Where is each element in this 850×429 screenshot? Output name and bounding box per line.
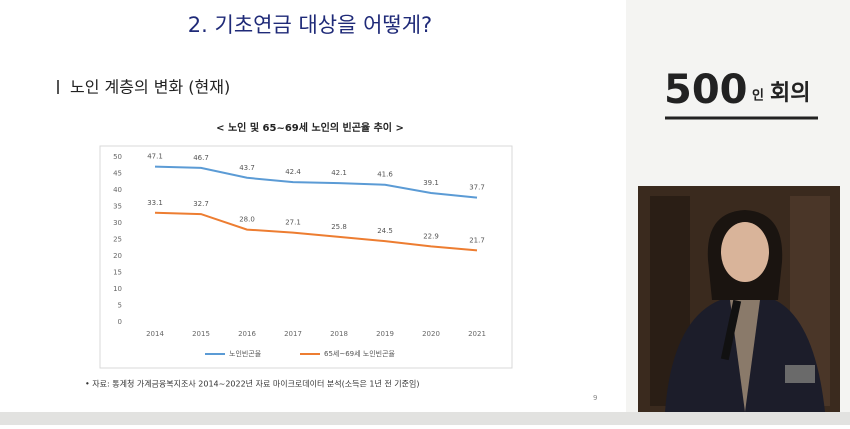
source-note: • 자료: 통계청 가계금융복지조사 2014~2022년 자료 마이크로데이터… [85, 379, 419, 389]
y-tick-label: 20 [113, 252, 122, 260]
y-tick-label: 35 [113, 203, 122, 211]
chart-frame [99, 145, 513, 369]
data-label: 47.1 [147, 153, 163, 161]
bottom-strip [0, 412, 850, 425]
x-tick-label: 2021 [468, 330, 486, 338]
data-label: 39.1 [423, 179, 439, 187]
y-tick-label: 25 [113, 236, 122, 244]
data-label: 21.7 [469, 236, 485, 244]
x-tick-label: 2020 [422, 330, 440, 338]
y-tick-label: 0 [118, 318, 122, 326]
data-label: 32.7 [193, 200, 209, 208]
data-label: 28.0 [239, 216, 255, 224]
legend-label: 65세~69세 노인빈곤율 [324, 349, 396, 358]
slide-title: 2. 기초연금 대상을 어떻게? [188, 13, 432, 37]
data-label: 46.7 [193, 154, 209, 162]
y-tick-label: 5 [118, 302, 122, 310]
y-tick-label: 45 [113, 170, 122, 178]
y-tick-label: 15 [113, 269, 122, 277]
data-label: 33.1 [147, 199, 163, 207]
data-label: 25.8 [331, 223, 347, 231]
data-label: 42.1 [331, 169, 347, 177]
data-label: 22.9 [423, 232, 439, 240]
data-label: 24.5 [377, 227, 393, 235]
data-label: 27.1 [285, 219, 301, 227]
logo-small: 인 [752, 88, 764, 104]
y-tick-label: 40 [113, 186, 122, 194]
photo-phone [785, 365, 815, 383]
legend-label: 노인빈곤율 [229, 349, 262, 358]
logo: 500 인 회의 [664, 67, 818, 120]
y-tick-label: 50 [113, 153, 122, 161]
x-tick-label: 2016 [238, 330, 256, 338]
series-line [154, 211, 478, 252]
logo-word: 회의 [770, 81, 810, 106]
bullet [57, 80, 59, 94]
photo-face [721, 222, 769, 282]
logo-number: 500 [664, 67, 748, 113]
photo-scarf [730, 300, 760, 412]
slide-subtitle: 노인 계층의 변화 (현재) [70, 78, 230, 97]
data-label: 42.4 [285, 168, 301, 176]
page-number: 9 [593, 394, 597, 402]
x-tick-label: 2019 [376, 330, 394, 338]
photo-mic [720, 299, 742, 361]
data-label: 37.7 [469, 184, 485, 192]
x-tick-label: 2014 [146, 330, 164, 338]
x-tick-label: 2015 [192, 330, 210, 338]
y-tick-label: 10 [113, 285, 122, 293]
y-tick-label: 30 [113, 219, 122, 227]
slide [0, 0, 626, 412]
series-line [154, 165, 478, 199]
x-tick-label: 2018 [330, 330, 348, 338]
data-label: 43.7 [239, 164, 255, 172]
data-label: 41.6 [377, 171, 393, 179]
speaker-photo [638, 186, 840, 412]
chart-title: < 노인 및 65~69세 노인의 빈곤율 추이 > [216, 121, 404, 134]
x-tick-label: 2017 [284, 330, 302, 338]
